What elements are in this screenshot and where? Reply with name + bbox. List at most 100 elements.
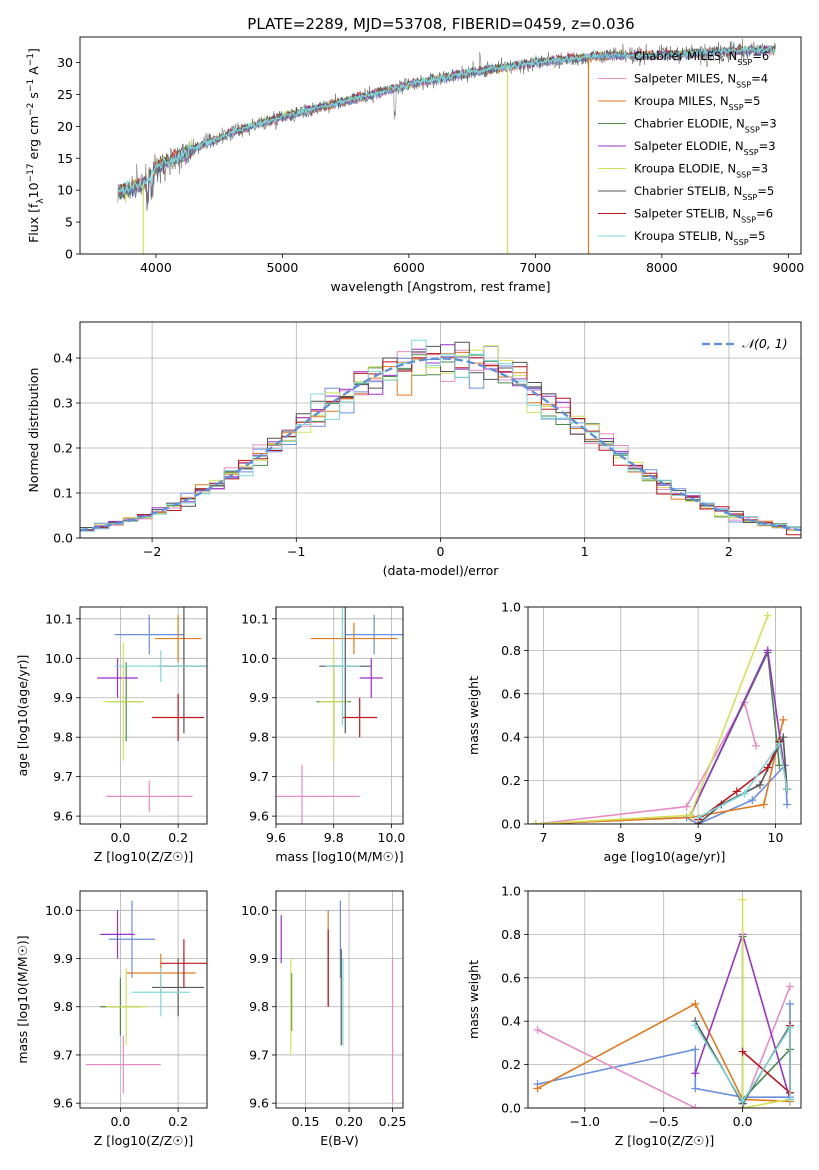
weight_vs_Z-series-marker (738, 1097, 747, 1106)
legend-entry: Kroupa STELIB, NSSP=5 (634, 229, 765, 247)
weight_vs_Z-series-marker (533, 1025, 542, 1034)
weight_vs_age-series-marker (682, 802, 691, 811)
residuals-xtick-label: 2 (725, 544, 733, 559)
age_vs_mass-ytick-label: 10.0 (241, 651, 269, 666)
spectrum-ylabel-part: ] (26, 48, 41, 53)
legend-entry-count: =5 (744, 94, 761, 108)
spectrum-ytick-label: 0 (65, 247, 73, 262)
weight_vs_Z-series-marker (785, 1023, 794, 1032)
residuals-ytick-label: 0.0 (53, 531, 73, 546)
legend-entry-count: =5 (757, 184, 774, 198)
spectrum-ylabel-part: −1 (26, 79, 36, 92)
mass_vs_Z-xlabel: Z [log10(Z/Z☉)] (94, 1133, 194, 1148)
weight_vs_age-series-line (697, 741, 788, 819)
normal-curve (80, 357, 801, 532)
spectrum-ytick-label: 10 (57, 183, 73, 198)
legend-entry-sub: SSP (744, 148, 759, 157)
spectrum-ytick-label: 25 (57, 87, 73, 102)
weight_vs_age-ylabel: mass weight (466, 676, 481, 755)
weight_vs_age-series-marker (779, 733, 788, 742)
spectrum-xtick-label: 7000 (519, 260, 551, 275)
residuals-xtick-label: 0 (437, 544, 445, 559)
spectrum-observed-line (117, 38, 776, 211)
weight_vs_age-xtick-label: 9 (694, 830, 702, 845)
age_vs_Z-ytick-label: 9.9 (53, 690, 73, 705)
spectrum-xtick-label: 5000 (266, 260, 298, 275)
age_vs_Z-ytick-label: 10.1 (45, 611, 73, 626)
mass_vs_ebv-ytick-label: 9.8 (249, 999, 269, 1014)
age_vs_mass-ytick-label: 9.7 (249, 769, 269, 784)
legend-entry-name: Chabrier MILES, N (634, 49, 737, 63)
legend-entry-sub: SSP (729, 103, 744, 112)
weight_vs_Z-series-marker (785, 999, 794, 1008)
spectrum-ytick-label: 20 (57, 119, 73, 134)
mass_vs_ebv-axes: 0.15 0.20 0.25 9.6 9.7 9.8 9.9 10.0 (241, 891, 406, 1129)
residuals-ytick-label: 0.4 (53, 351, 73, 366)
spectrum-frame (79, 36, 802, 255)
age_vs_mass-plot-area (276, 607, 403, 824)
legend-entry: Kroupa MILES, NSSP=5 (634, 94, 760, 112)
age_vs_mass-ytick-label: 9.9 (249, 690, 269, 705)
figure-title: PLATE=2289, MJD=53708, FIBERID=0459, z=0… (247, 15, 634, 33)
weight_vs_Z-series-marker (785, 1095, 794, 1104)
mass_vs_Z-frame (79, 890, 208, 1109)
spectrum-ylabel-part: −17 (26, 163, 36, 182)
spectrum-ylabel-part: A (26, 66, 41, 79)
legend-entry-count: =5 (749, 229, 766, 243)
weight_vs_age-ytick-label: 0.4 (501, 730, 521, 745)
age_vs_mass-axes: 9.6 9.8 10.0 9.6 9.7 9.8 9.9 10.0 10.1 (241, 607, 405, 845)
spectrum-ylabel-part: 10 (26, 182, 41, 198)
weight_vs_Z-xtick-label: −0.5 (649, 1114, 679, 1129)
age_vs_mass-xtick-label: 10.0 (378, 830, 406, 845)
legend-entry-name: Kroupa ELODIE, N (634, 162, 736, 176)
weight_vs_Z-series-line (537, 986, 791, 1108)
spectrum-ytick-label: 30 (57, 55, 73, 70)
mass_vs_Z-xtick-label: 0.0 (110, 1114, 130, 1129)
residuals-ylabel: Normed distribution (26, 368, 41, 493)
spectrum-ytick-label: 5 (65, 215, 73, 230)
weight_vs_Z-ytick-label: 0.8 (501, 927, 521, 942)
age_vs_Z-plot-area (97, 607, 207, 813)
legend-entry-name: Chabrier STELIB, N (634, 184, 742, 198)
age_vs_Z-ylabel: age [log10(age/yr)] (15, 655, 30, 777)
legend-entry: Salpeter ELODIE, NSSP=3 (634, 139, 776, 157)
age_vs_Z-frame (79, 606, 208, 825)
spectrum-ylabel-part: Flux [f (26, 203, 41, 243)
age_vs_Z-xtick-label: 0.0 (110, 830, 130, 845)
weight_vs_Z-series-marker (691, 999, 700, 1008)
age_vs_Z-xtick-label: 0.2 (168, 830, 188, 845)
weight_vs_Z-series-marker (691, 1069, 700, 1078)
legend-entry-sub: SSP (742, 193, 757, 202)
spectrum-xtick-label: 6000 (393, 260, 425, 275)
age_vs_mass-ytick-label: 9.6 (249, 809, 269, 824)
mass_vs_Z-ytick-label: 10.0 (45, 903, 73, 918)
weight_vs_age-series-marker (783, 785, 792, 794)
weight_vs_Z-series-marker (691, 1021, 700, 1030)
mass_vs_ebv-ytick-label: 9.6 (249, 1096, 269, 1111)
residuals-ytick-label: 0.2 (53, 441, 73, 456)
weight_vs_Z-ytick-label: 0.6 (501, 970, 521, 985)
weight_vs_age-series-marker (763, 763, 772, 772)
legend-entry-name: Kroupa STELIB, N (634, 229, 734, 243)
residuals-legend-label: 𝒩(0, 1) (742, 336, 788, 351)
weight_vs_age-series-marker (775, 739, 784, 748)
spectrum-axes: 4000 5000 6000 7000 8000 9000 0 5 10 15 20 25 30 (57, 55, 804, 275)
mass_vs_ebv-xtick-label: 0.25 (379, 1114, 407, 1129)
spectrum-ylabel-part: s (26, 92, 41, 103)
legend-entry-count: =6 (756, 207, 773, 221)
mass_vs_ebv-ytick-label: 9.7 (249, 1047, 269, 1062)
residuals-plot-area (80, 339, 801, 536)
spectrum-plot-area (117, 38, 776, 254)
mass_vs_ebv-xtick-label: 0.15 (292, 1114, 320, 1129)
residuals-xtick-label: −2 (143, 544, 161, 559)
mass_vs_ebv-xlabel: E(B-V) (320, 1133, 359, 1148)
weight_vs_age-series-marker (763, 611, 772, 620)
mass_vs_ebv-xtick-label: 0.20 (335, 1114, 363, 1129)
weight_vs_age-ytick-label: 0.2 (501, 773, 521, 788)
weight_vs_age-series-line (535, 719, 784, 824)
legend-entry-count: =6 (752, 49, 769, 63)
weight_vs_Z-series-marker (691, 1084, 700, 1093)
